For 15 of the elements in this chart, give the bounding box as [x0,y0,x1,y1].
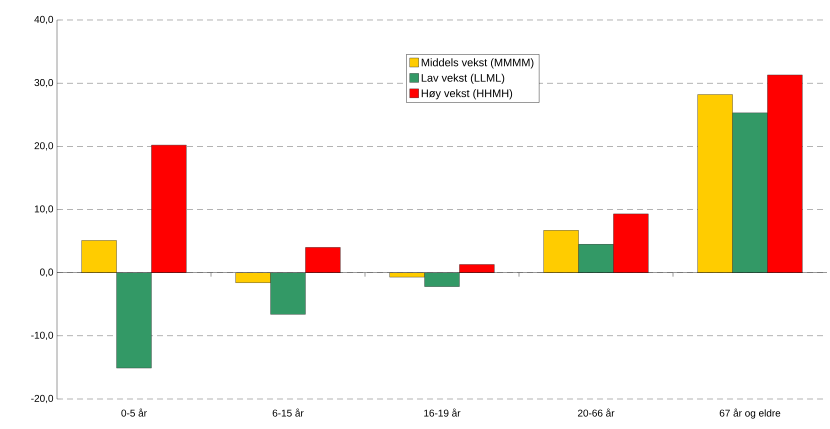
x-tick-label: 0-5 år [121,408,147,417]
legend-label: Høy vekst (HHMH) [422,89,512,100]
y-tick-label: 20,0 [34,142,54,150]
x-tick-label: 16-19 år [424,408,460,417]
y-tick-label: 10,0 [34,205,54,214]
y-tick-label: 30,0 [34,79,54,88]
x-tick-label: 67 år og eldre [720,408,780,419]
y-tick-label: -10,0 [31,332,54,340]
y-tick-label: 0,0 [40,268,54,277]
y-tick-label: -20,0 [31,394,54,404]
x-tick-label: 6-15 år [272,408,304,417]
legend-label: Lav vekst (LLML) [422,74,504,84]
legend-label: Middels vekst (MMMM) [422,58,534,68]
x-tick-label: 20-66 år [578,408,614,417]
y-tick-label: 40,0 [34,16,54,24]
